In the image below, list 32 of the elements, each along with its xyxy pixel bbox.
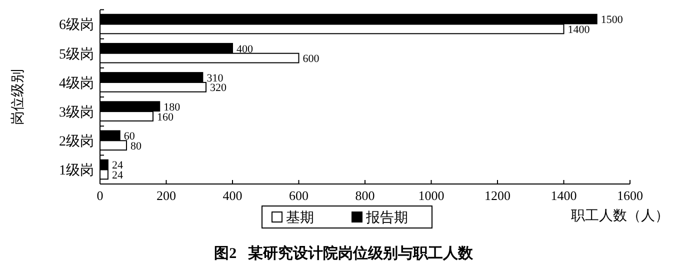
y-tick-label: 1级岗 [59, 162, 94, 179]
y-tick-label: 4级岗 [59, 75, 94, 92]
x-tick-label: 600 [289, 188, 308, 203]
legend-label: 基期 [286, 210, 314, 226]
y-tick-label: 3级岗 [59, 104, 94, 120]
data-label: 600 [302, 53, 320, 66]
data-label: 24 [112, 170, 124, 182]
x-tick-label: 1600 [617, 188, 643, 203]
y-tick-label: 6级岗 [59, 17, 94, 34]
data-label: 60 [124, 130, 136, 143]
x-tick-label: 0 [96, 188, 104, 203]
legend-label: 报告期 [365, 210, 408, 226]
data-label: 400 [236, 43, 254, 56]
data-label: 320 [210, 82, 227, 94]
x-tick-label: 400 [222, 188, 242, 203]
data-label: 1400 [568, 24, 590, 36]
data-label: 24 [112, 160, 124, 172]
data-label: 310 [206, 72, 224, 84]
x-tick-label: 800 [355, 188, 375, 203]
x-tick-label: 1000 [418, 188, 444, 203]
data-label: 180 [164, 101, 181, 114]
y-tick-label: 2级岗 [59, 134, 94, 150]
x-tick-label: 1400 [550, 188, 577, 203]
text: 图2 某研究设计院岗位级别与职工人数 [214, 244, 474, 262]
data-label: 80 [130, 140, 142, 152]
x-tick-label: 1200 [484, 188, 510, 203]
data-label: 1500 [600, 14, 624, 26]
y-tick-label: 5级岗 [59, 46, 94, 62]
x-axis-title: 职工人数（人） [571, 208, 669, 224]
y-axis-title: 岗位级别 [10, 69, 26, 125]
data-label: 160 [157, 111, 174, 124]
x-tick-label: 200 [156, 188, 176, 203]
